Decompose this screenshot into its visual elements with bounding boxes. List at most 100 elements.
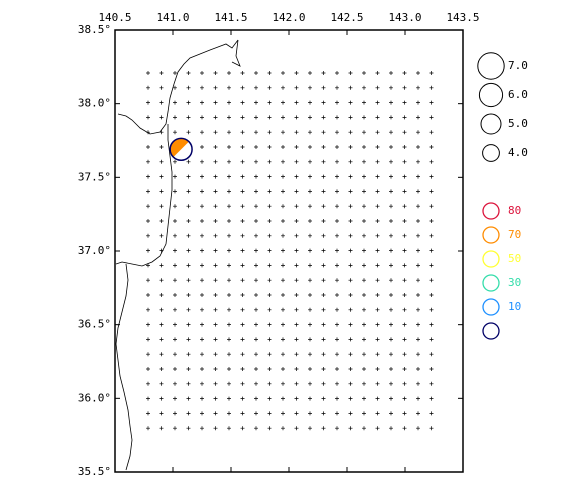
grid-cross — [429, 100, 434, 105]
grid-cross — [416, 100, 420, 105]
grid-cross — [159, 130, 164, 135]
grid-cross — [240, 100, 245, 105]
grid-cross — [362, 322, 366, 327]
grid-cross — [173, 396, 177, 401]
grid-cross — [321, 381, 326, 386]
grid-cross — [159, 219, 164, 223]
grid-cross — [281, 189, 285, 194]
grid-cross — [281, 219, 285, 223]
grid-cross — [200, 337, 204, 342]
grid-cross — [159, 159, 164, 164]
grid-cross — [173, 130, 177, 135]
grid-cross — [267, 189, 272, 194]
grid-cross — [227, 263, 231, 268]
grid-cross — [186, 115, 191, 120]
grid-cross — [335, 367, 339, 371]
grid-cross — [213, 100, 218, 105]
grid-cross — [146, 426, 150, 431]
grid-cross — [362, 263, 366, 268]
grid-cross — [375, 189, 380, 194]
grid-cross — [375, 130, 380, 135]
grid-cross — [416, 174, 420, 179]
grid-cross — [402, 71, 407, 75]
grid-cross — [294, 293, 299, 297]
grid-cross — [267, 396, 272, 401]
grid-cross — [389, 411, 393, 416]
grid-cross — [146, 381, 150, 386]
grid-cross — [429, 322, 434, 327]
grid-cross — [429, 337, 434, 342]
grid-cross — [335, 219, 339, 223]
grid-cross — [173, 233, 177, 238]
grid-cross — [321, 367, 326, 371]
grid-cross — [402, 159, 407, 164]
grid-cross — [335, 85, 339, 90]
grid-cross — [308, 233, 312, 238]
grid-cross — [335, 352, 339, 357]
depth-legend-label: 50 — [508, 252, 521, 265]
grid-cross — [308, 248, 312, 253]
grid-cross — [159, 115, 164, 120]
grid-cross — [146, 71, 150, 75]
grid-cross — [402, 233, 407, 238]
grid-cross — [213, 71, 218, 75]
grid-cross — [173, 115, 177, 120]
grid-cross — [240, 248, 245, 253]
grid-cross — [200, 396, 204, 401]
grid-cross — [227, 100, 231, 105]
grid-cross — [186, 85, 191, 90]
grid-cross — [254, 189, 258, 194]
grid-cross — [375, 367, 380, 371]
magnitude-legend-label: 6.0 — [508, 88, 528, 101]
grid-cross — [362, 174, 366, 179]
grid-cross — [362, 337, 366, 342]
grid-cross — [389, 159, 393, 164]
grid-cross — [362, 100, 366, 105]
grid-cross — [254, 411, 258, 416]
grid-cross — [267, 278, 272, 283]
grid-cross — [294, 367, 299, 371]
x-tick-label: 140.5 — [98, 11, 131, 24]
grid-cross — [200, 248, 204, 253]
grid-cross — [429, 263, 434, 268]
grid-cross — [213, 115, 218, 120]
x-tick-label: 142.5 — [330, 11, 363, 24]
grid-cross — [240, 145, 245, 149]
grid-cross — [227, 174, 231, 179]
grid-cross — [416, 233, 420, 238]
grid-cross — [348, 426, 353, 431]
grid-cross — [281, 115, 285, 120]
depth-legend-label: 10 — [508, 300, 521, 313]
grid-cross — [294, 233, 299, 238]
grid-cross — [146, 204, 150, 209]
grid-cross — [213, 159, 218, 164]
grid-cross — [267, 159, 272, 164]
grid-cross — [186, 307, 191, 312]
grid-cross — [254, 159, 258, 164]
grid-cross — [186, 322, 191, 327]
grid-cross — [254, 381, 258, 386]
depth-legend-circle — [482, 274, 500, 292]
x-tick-label: 142.0 — [272, 11, 305, 24]
grid-cross — [389, 293, 393, 297]
grid-cross — [213, 307, 218, 312]
grid-cross — [308, 85, 312, 90]
grid-cross — [227, 204, 231, 209]
grid-cross — [335, 396, 339, 401]
grid-cross — [254, 293, 258, 297]
grid-cross — [308, 411, 312, 416]
grid-cross — [200, 411, 204, 416]
grid-cross — [402, 396, 407, 401]
grid-cross — [227, 145, 231, 149]
grid-cross — [281, 411, 285, 416]
grid-cross — [240, 130, 245, 135]
grid-cross — [294, 189, 299, 194]
grid-cross — [200, 307, 204, 312]
grid-cross — [240, 307, 245, 312]
grid-cross — [362, 352, 366, 357]
grid-cross — [173, 159, 177, 164]
grid-cross — [186, 426, 191, 431]
grid-cross — [308, 293, 312, 297]
grid-cross — [375, 293, 380, 297]
grid-cross — [416, 204, 420, 209]
